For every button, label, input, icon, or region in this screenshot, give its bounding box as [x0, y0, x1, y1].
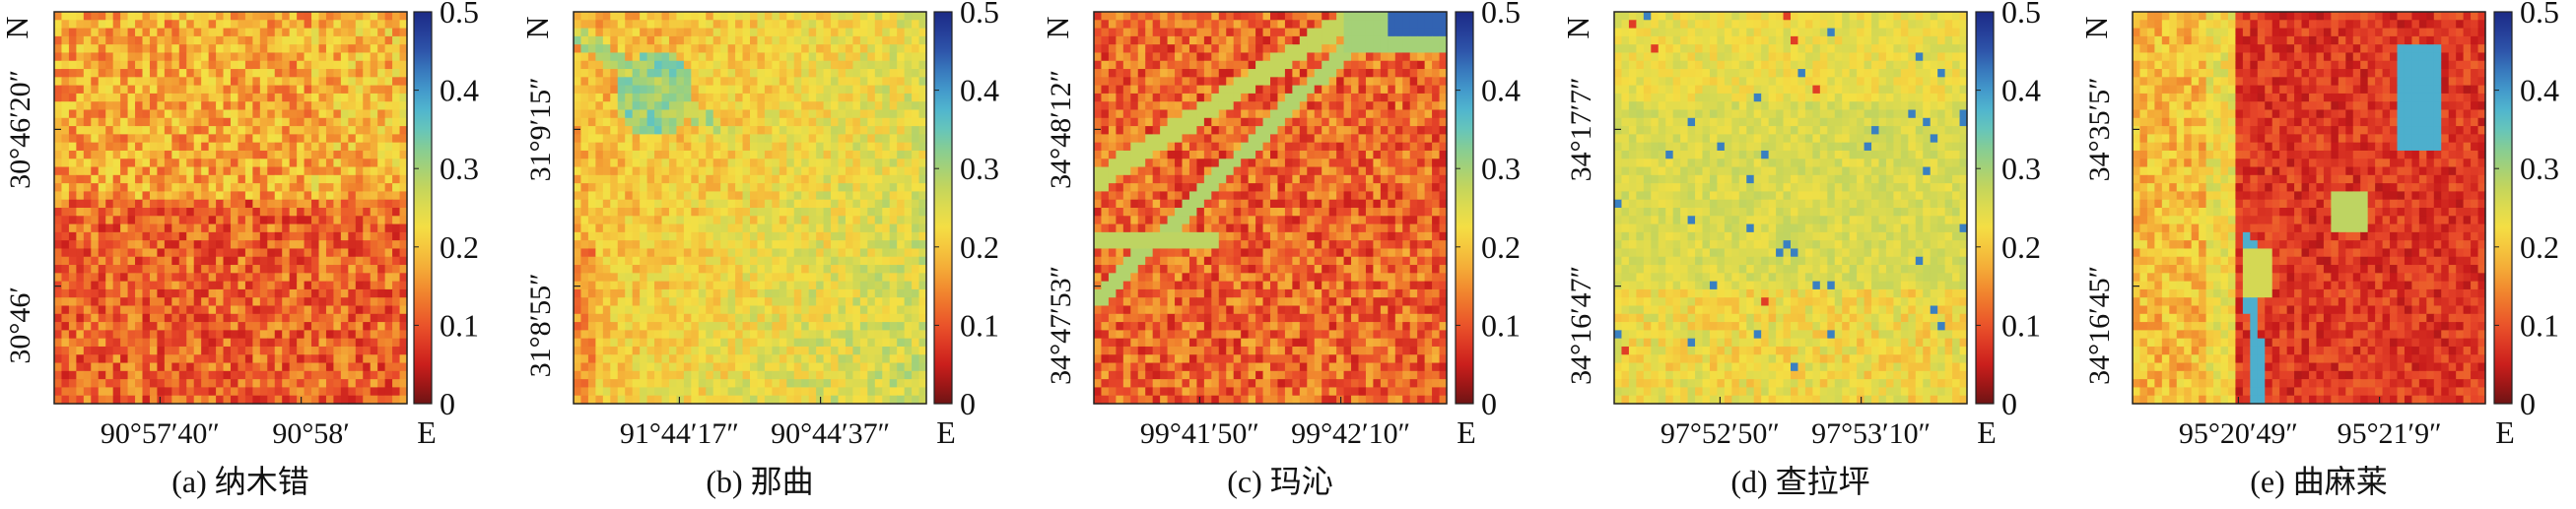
colorbar-tick-label: 0.5 [2520, 0, 2559, 30]
colorbar-tick-label: 0.5 [960, 0, 999, 30]
colorbar-gradient [413, 11, 433, 405]
colorbar-tick-label: 0.1 [2001, 307, 2041, 343]
y-tick-label: 34°17′7″ [1565, 77, 1597, 181]
colorbar-tick-label: 0.1 [1481, 307, 1521, 343]
colorbar-tick-label: 0.3 [2520, 151, 2559, 186]
east-label: E [2495, 414, 2515, 450]
map-frame [1093, 11, 1448, 405]
map-panel-3: 99°41′50″ 99°42′10″34°48′12″34°47′53″NE0.… [1040, 0, 1521, 499]
colorbar-tick-label: 0 [440, 386, 455, 421]
east-label: E [1457, 414, 1476, 450]
map-panel-2: 91°44′17″ 90°44′37″31°9′15″31°8′55″NE0.50… [519, 0, 999, 499]
colorbar-tick-label: 0.2 [440, 229, 479, 265]
y-tick-label: 30°46′20″ [4, 70, 36, 189]
east-label: E [417, 414, 437, 450]
colorbar-gradient [933, 11, 953, 405]
colorbar-gradient [1975, 11, 1995, 405]
y-tick-label: 30°46′ [4, 286, 36, 364]
x-tick-label: 91°44′17″ [620, 417, 739, 450]
colorbar-gradient [2493, 11, 2513, 405]
colorbar: 0.5 0.4 0.3 0.2 0.1 0 [1975, 0, 2041, 421]
colorbar-tick-label: 0.1 [440, 307, 479, 343]
map-panel-4: 97°52′50″ 97°53′10″34°17′7″34°16′47″NE0.5… [1560, 0, 2041, 499]
north-label: N [519, 16, 555, 38]
map-frame [2132, 11, 2486, 405]
map-frame [573, 11, 927, 405]
colorbar-tick-label: 0.4 [2001, 73, 2041, 108]
north-label: N [2078, 16, 2114, 38]
raster-map [1614, 12, 1968, 405]
raster-map [54, 12, 408, 405]
panel-caption: (d) 查拉坪 [1730, 464, 1869, 499]
map-panel-1: 90°57′40″ 90°58′30°46′20″30°46′NE0.50.40.… [0, 0, 479, 499]
y-tick-label: 31°9′15″ [524, 77, 557, 181]
colorbar-tick-label: 0.1 [960, 307, 999, 343]
east-label: E [1977, 414, 1997, 450]
colorbar-tick-label: 0.4 [1481, 73, 1521, 108]
colorbar-tick-label: 0.2 [2001, 229, 2041, 265]
colorbar-tick-label: 0 [960, 386, 976, 421]
colorbar-tick-label: 0.2 [960, 229, 999, 265]
x-tick-label: 95°20′49″ [2179, 417, 2298, 450]
colorbar-tick-label: 0.4 [440, 73, 479, 108]
panel-caption: (e) 曲麻莱 [2250, 464, 2388, 499]
panel-caption: (b) 那曲 [706, 464, 813, 499]
y-tick-label: 34°16′45″ [2083, 266, 2116, 385]
y-tick-label: 34°47′53″ [1045, 266, 1077, 385]
colorbar-tick-label: 0.4 [2520, 73, 2559, 108]
colorbar-tick-label: 0 [1481, 386, 1497, 421]
colorbar: 0.5 0.4 0.3 0.2 0.1 0 [933, 0, 999, 421]
colorbar-tick-label: 0.2 [1481, 229, 1521, 265]
panel-caption: (a) 纳木错 [171, 464, 309, 499]
x-tick-label: 97°53′10″ [1811, 417, 1931, 450]
colorbar-tick-label: 0.2 [2520, 229, 2559, 265]
panel-caption: (c) 玛沁 [1227, 464, 1333, 499]
colorbar-tick-label: 0.1 [2520, 307, 2559, 343]
x-tick-label: 90°44′37″ [771, 417, 890, 450]
colorbar-tick-label: 0 [2520, 386, 2536, 421]
x-tick-label: 95°21′9″ [2338, 417, 2442, 450]
colorbar-tick-label: 0.5 [440, 0, 479, 30]
colorbar: 0.5 0.4 0.3 0.2 0.1 0 [2493, 0, 2559, 421]
x-tick-label: 90°57′40″ [101, 417, 220, 450]
raster-map [2133, 12, 2486, 405]
map-frame [53, 11, 408, 405]
colorbar-tick-label: 0.4 [960, 73, 999, 108]
x-tick-label: 99°42′10″ [1291, 417, 1410, 450]
raster-map [1094, 12, 1448, 405]
map-frame [1613, 11, 1968, 405]
colorbar-tick-label: 0.3 [1481, 151, 1521, 186]
map-panel-5: 95°20′49″ 95°21′9″34°35′5″34°16′45″NE0.50… [2078, 0, 2559, 499]
x-tick-label: 97°52′50″ [1661, 417, 1780, 450]
colorbar-tick-label: 0.5 [2001, 0, 2041, 30]
y-tick-label: 34°48′12″ [1045, 70, 1077, 189]
north-label: N [0, 16, 34, 38]
colorbar-tick-label: 0.3 [2001, 151, 2041, 186]
north-label: N [1040, 16, 1075, 38]
colorbar-tick-label: 0.3 [440, 151, 479, 186]
colorbar-tick-label: 0.5 [1481, 0, 1521, 30]
colorbar: 0.5 0.4 0.3 0.2 0.1 0 [413, 0, 479, 421]
x-tick-label: 90°58′ [272, 417, 350, 450]
x-tick-label: 99°41′50″ [1140, 417, 1259, 450]
colorbar-tick-label: 0.3 [960, 151, 999, 186]
y-tick-label: 34°35′5″ [2083, 77, 2116, 181]
colorbar-tick-label: 0 [2001, 386, 2017, 421]
colorbar-gradient [1455, 11, 1474, 405]
colorbar: 0.5 0.4 0.3 0.2 0.1 0 [1455, 0, 1521, 421]
y-tick-label: 31°8′55″ [524, 273, 557, 377]
raster-map [574, 12, 927, 405]
y-tick-label: 34°16′47″ [1565, 266, 1597, 385]
east-label: E [936, 414, 956, 450]
north-label: N [1560, 16, 1595, 38]
